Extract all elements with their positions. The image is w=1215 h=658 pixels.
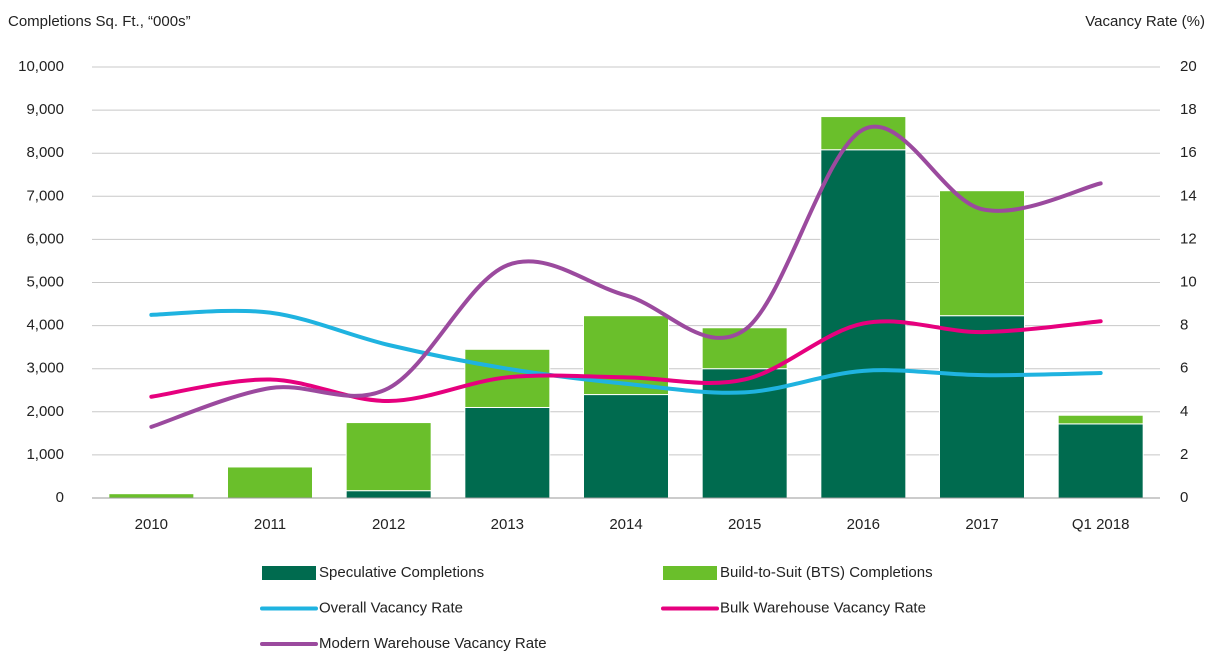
- y-tick-label: 5,000: [26, 273, 64, 290]
- bar: [464, 406, 551, 499]
- legend-swatch: [663, 566, 717, 580]
- y2-tick-label: 10: [1180, 273, 1197, 290]
- y-tick-label: 7,000: [26, 187, 64, 204]
- x-tick-label: 2015: [728, 516, 761, 533]
- y2-axis-title: Vacancy Rate (%): [1085, 13, 1205, 30]
- x-tick-label: 2016: [847, 516, 880, 533]
- y-tick-label: 10,000: [18, 58, 64, 75]
- y2-tick-label: 0: [1180, 489, 1188, 506]
- line: [149, 124, 1103, 429]
- x-tick-label: 2014: [609, 516, 642, 533]
- y-tick-label: 4,000: [26, 317, 64, 334]
- y-tick-label: 2,000: [26, 403, 64, 420]
- y2-tick-label: 12: [1180, 230, 1197, 247]
- legend-label: Overall Vacancy Rate: [319, 599, 463, 616]
- bar: [227, 466, 313, 499]
- x-tick-label: 2011: [254, 516, 286, 533]
- bar: [583, 394, 669, 499]
- x-tick-label: Q1 2018: [1072, 516, 1130, 533]
- y2-tick-label: 16: [1180, 144, 1197, 161]
- y-tick-label: 0: [56, 489, 64, 506]
- y2-tick-label: 2: [1180, 446, 1188, 463]
- y-tick-label: 3,000: [26, 360, 64, 377]
- y-axis-title: Completions Sq. Ft., “000s”: [8, 13, 191, 30]
- x-tick-label: 2013: [491, 516, 524, 533]
- bar: [345, 490, 432, 499]
- y2-tick-label: 6: [1180, 360, 1188, 377]
- bar: [1057, 414, 1144, 425]
- y-tick-label: 9,000: [26, 101, 64, 118]
- legend-label: Modern Warehouse Vacancy Rate: [319, 635, 547, 652]
- legend-label: Build-to-Suit (BTS) Completions: [720, 564, 933, 581]
- y2-tick-label: 8: [1180, 317, 1188, 334]
- legend-label: Speculative Completions: [319, 564, 484, 581]
- x-tick-label: 2010: [135, 516, 168, 533]
- legend-label: Bulk Warehouse Vacancy Rate: [720, 599, 926, 616]
- bar: [1057, 423, 1144, 499]
- y2-tick-label: 14: [1180, 187, 1197, 204]
- bar: [939, 315, 1025, 499]
- bar: [108, 493, 195, 499]
- bar: [701, 327, 788, 370]
- bar: [345, 422, 432, 492]
- line: [149, 319, 1103, 404]
- x-tick-label: 2012: [372, 516, 405, 533]
- legend-swatch: [262, 566, 316, 580]
- y2-tick-label: 20: [1180, 58, 1197, 75]
- line: [149, 308, 1103, 395]
- y-tick-label: 6,000: [26, 230, 64, 247]
- y2-tick-label: 18: [1180, 101, 1197, 118]
- y-tick-label: 1,000: [26, 446, 64, 463]
- x-tick-label: 2017: [965, 516, 998, 533]
- y2-tick-label: 4: [1180, 403, 1188, 420]
- y-tick-label: 8,000: [26, 144, 64, 161]
